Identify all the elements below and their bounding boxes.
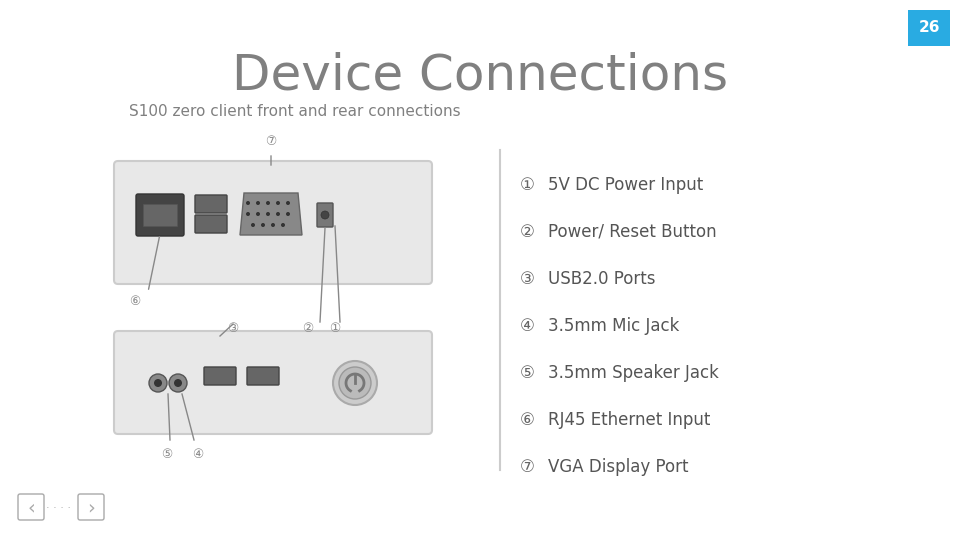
Text: ①: ①: [520, 176, 535, 194]
Circle shape: [251, 223, 255, 227]
Circle shape: [281, 223, 285, 227]
Text: ⑥: ⑥: [520, 411, 535, 429]
Circle shape: [266, 212, 270, 216]
Circle shape: [256, 212, 260, 216]
Text: 3.5mm Speaker Jack: 3.5mm Speaker Jack: [548, 364, 719, 382]
Text: VGA Display Port: VGA Display Port: [548, 458, 688, 476]
Circle shape: [276, 212, 280, 216]
Circle shape: [256, 201, 260, 205]
FancyBboxPatch shape: [143, 204, 177, 226]
FancyBboxPatch shape: [204, 367, 236, 385]
Text: ⑦: ⑦: [265, 135, 276, 148]
Text: 26: 26: [919, 21, 940, 36]
Text: 5V DC Power Input: 5V DC Power Input: [548, 176, 704, 194]
Polygon shape: [240, 193, 302, 235]
FancyBboxPatch shape: [136, 194, 184, 236]
Circle shape: [276, 201, 280, 205]
Text: ②: ②: [302, 322, 314, 335]
Circle shape: [266, 201, 270, 205]
Text: ⑥: ⑥: [130, 295, 140, 308]
Circle shape: [149, 374, 167, 392]
Text: ⑤: ⑤: [520, 364, 535, 382]
Text: ④: ④: [520, 317, 535, 335]
Circle shape: [321, 211, 329, 219]
Circle shape: [154, 379, 162, 387]
FancyBboxPatch shape: [114, 331, 432, 434]
Text: ⑦: ⑦: [520, 458, 535, 476]
Text: 3.5mm Mic Jack: 3.5mm Mic Jack: [548, 317, 680, 335]
Circle shape: [333, 361, 377, 405]
Circle shape: [174, 379, 182, 387]
FancyBboxPatch shape: [317, 203, 333, 227]
Text: ②: ②: [520, 223, 535, 241]
Text: ⑤: ⑤: [160, 448, 172, 461]
Text: ③: ③: [520, 270, 535, 288]
Text: ①: ①: [329, 322, 341, 335]
Text: · · · ·: · · · ·: [45, 503, 70, 513]
FancyBboxPatch shape: [247, 367, 279, 385]
Text: ④: ④: [192, 448, 204, 461]
Circle shape: [286, 212, 290, 216]
Text: ›: ›: [87, 498, 95, 517]
Text: ‹: ‹: [27, 498, 35, 517]
Text: S100 zero client front and rear connections: S100 zero client front and rear connecti…: [130, 105, 461, 119]
Circle shape: [286, 201, 290, 205]
Circle shape: [261, 223, 265, 227]
Text: ③: ③: [228, 322, 239, 335]
Circle shape: [246, 201, 250, 205]
Text: RJ45 Ethernet Input: RJ45 Ethernet Input: [548, 411, 710, 429]
Circle shape: [271, 223, 275, 227]
FancyBboxPatch shape: [195, 195, 227, 213]
Text: Device Connections: Device Connections: [232, 51, 728, 99]
Circle shape: [246, 212, 250, 216]
FancyBboxPatch shape: [908, 10, 950, 46]
Text: USB2.0 Ports: USB2.0 Ports: [548, 270, 656, 288]
Circle shape: [169, 374, 187, 392]
Text: Power/ Reset Button: Power/ Reset Button: [548, 223, 716, 241]
FancyBboxPatch shape: [114, 161, 432, 284]
FancyBboxPatch shape: [195, 215, 227, 233]
Circle shape: [339, 367, 371, 399]
